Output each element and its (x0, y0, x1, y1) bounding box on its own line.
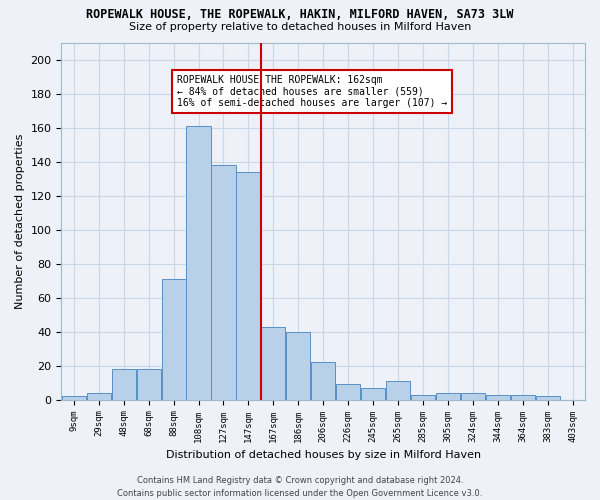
Bar (236, 172, 260, 400)
Bar (137, 369, 161, 400)
Bar (436, 393, 460, 400)
X-axis label: Distribution of detached houses by size in Milford Haven: Distribution of detached houses by size … (166, 450, 481, 460)
Bar (361, 388, 385, 400)
Bar (62, 396, 86, 400)
Bar (112, 369, 136, 400)
Text: ROPEWALK HOUSE, THE ROPEWALK, HAKIN, MILFORD HAVEN, SA73 3LW: ROPEWALK HOUSE, THE ROPEWALK, HAKIN, MIL… (86, 8, 514, 20)
Bar (411, 394, 435, 400)
Bar (511, 394, 535, 400)
Bar (536, 396, 560, 400)
Text: Size of property relative to detached houses in Milford Haven: Size of property relative to detached ho… (129, 22, 471, 32)
Bar (311, 362, 335, 400)
Bar (336, 384, 360, 400)
Bar (386, 381, 410, 400)
Bar (461, 393, 485, 400)
Bar (485, 394, 510, 400)
Bar (261, 326, 286, 400)
Bar (286, 332, 310, 400)
Text: Contains HM Land Registry data © Crown copyright and database right 2024.
Contai: Contains HM Land Registry data © Crown c… (118, 476, 482, 498)
Text: ROPEWALK HOUSE THE ROPEWALK: 162sqm
← 84% of detached houses are smaller (559)
1: ROPEWALK HOUSE THE ROPEWALK: 162sqm ← 84… (176, 74, 447, 108)
Bar (187, 126, 211, 400)
Y-axis label: Number of detached properties: Number of detached properties (15, 134, 25, 309)
Bar (161, 279, 185, 400)
Bar (87, 393, 111, 400)
Bar (211, 165, 236, 400)
